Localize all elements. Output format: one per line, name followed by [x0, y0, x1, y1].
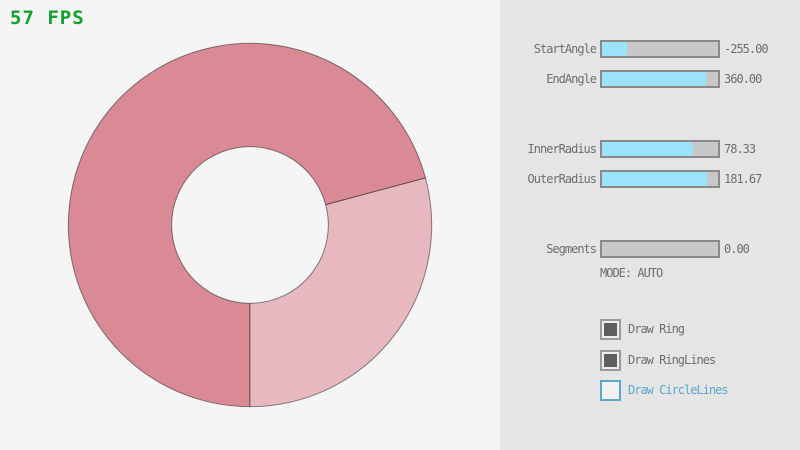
- checkbox-label: Draw CircleLines: [628, 383, 729, 397]
- checkbox-label: Draw RingLines: [628, 353, 716, 367]
- slider-track[interactable]: [600, 140, 720, 158]
- slider-row-segments: Segments 0.00: [500, 240, 800, 258]
- slider-row-outerradius: OuterRadius 181.67: [500, 170, 800, 188]
- slider-fill: [602, 142, 693, 156]
- slider-fill: [602, 72, 707, 86]
- slider-row-startangle: StartAngle -255.00: [500, 40, 800, 58]
- slider-track[interactable]: [600, 240, 720, 258]
- slider-track[interactable]: [600, 70, 720, 88]
- control-panel: StartAngle -255.00 EndAngle 360.00 Inner…: [500, 0, 800, 450]
- fps-counter: 57 FPS: [10, 7, 85, 29]
- ring-single-sector: [249, 177, 433, 408]
- slider-value: -255.00: [724, 42, 769, 56]
- slider-fill: [602, 172, 708, 186]
- ring-overlap-sector: [67, 42, 427, 408]
- slider-label: StartAngle: [533, 42, 597, 56]
- slider-label: InnerRadius: [527, 142, 597, 156]
- slider-label: OuterRadius: [527, 172, 597, 186]
- checkbox-check-mark: [604, 323, 617, 336]
- checkbox-row-draw-ringlines[interactable]: Draw RingLines: [600, 350, 716, 371]
- checkbox-row-draw-ring[interactable]: Draw Ring: [600, 319, 685, 340]
- mode-label: MODE: AUTO: [600, 266, 663, 280]
- checkbox-check-mark: [604, 354, 617, 367]
- slider-value: 181.67: [724, 172, 762, 186]
- slider-track[interactable]: [600, 40, 720, 58]
- slider-label: Segments: [546, 242, 597, 256]
- slider-row-endangle: EndAngle 360.00: [500, 70, 800, 88]
- slider-fill: [602, 42, 628, 56]
- checkbox-label: Draw Ring: [628, 322, 685, 336]
- checkbox[interactable]: [600, 319, 621, 340]
- checkbox-row-draw-circlelines[interactable]: Draw CircleLines: [600, 380, 729, 401]
- slider-value: 360.00: [724, 72, 762, 86]
- checkbox[interactable]: [600, 350, 621, 371]
- slider-value: 0.00: [724, 242, 750, 256]
- slider-label: EndAngle: [546, 72, 597, 86]
- slider-value: 78.33: [724, 142, 756, 156]
- ring-canvas: [67, 42, 433, 408]
- slider-track[interactable]: [600, 170, 720, 188]
- slider-row-innerradius: InnerRadius 78.33: [500, 140, 800, 158]
- checkbox[interactable]: [600, 380, 621, 401]
